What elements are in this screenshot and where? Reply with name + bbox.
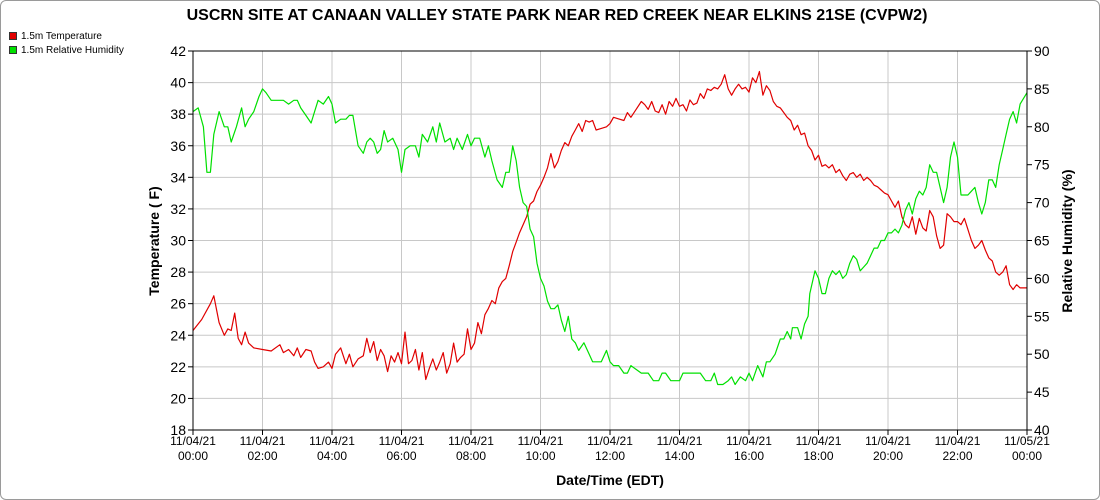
- y-left-tick-label: 18: [170, 422, 186, 438]
- x-tick-time-label: 14:00: [664, 449, 694, 463]
- x-tick-time-label: 04:00: [317, 449, 347, 463]
- y-left-tick-label: 38: [170, 106, 186, 122]
- legend-label-humidity: 1.5m Relative Humidity: [21, 44, 124, 56]
- x-tick-time-label: 10:00: [525, 449, 555, 463]
- y-right-tick-label: 50: [1034, 346, 1050, 362]
- humidity-line: [192, 88, 1028, 386]
- x-tick-date-label: 11/05/21: [1004, 434, 1050, 448]
- y-right-tick-label: 70: [1034, 195, 1050, 211]
- x-tick-date-label: 11/04/21: [518, 434, 564, 448]
- x-axis-label: Date/Time (EDT): [556, 472, 664, 488]
- y-axis-left-label: Temperature ( F): [146, 186, 162, 295]
- y-left-tick-label: 34: [170, 169, 186, 185]
- x-tick-date-label: 11/04/21: [935, 434, 981, 448]
- x-tick-time-label: 22:00: [942, 449, 972, 463]
- y-right-tick-label: 85: [1034, 81, 1050, 97]
- series-lines: [192, 70, 1028, 386]
- x-tick-time-label: 18:00: [803, 449, 833, 463]
- y-left-tick-label: 30: [170, 233, 186, 249]
- x-tick-date-label: 11/04/21: [448, 434, 494, 448]
- y-axis-right-label: Relative Humidity (%): [1059, 169, 1075, 312]
- y-left-tick-label: 36: [170, 138, 186, 154]
- x-tick-time-label: 08:00: [456, 449, 486, 463]
- x-tick-time-label: 16:00: [734, 449, 764, 463]
- axes: 18 20 22 24 26 28 30 32 34 36 38 40 42 40 45 50 55 60 65 70…: [170, 43, 1050, 463]
- x-tick-time-label: 06:00: [386, 449, 416, 463]
- legend-item-humidity: 1.5m Relative Humidity: [9, 43, 124, 57]
- x-tick-date-label: 11/04/21: [379, 434, 425, 448]
- y-right-tick-label: 40: [1034, 422, 1050, 438]
- x-tick-date-label: 11/04/21: [240, 434, 286, 448]
- chart-title: USCRN SITE AT CANAAN VALLEY STATE PARK N…: [187, 7, 928, 24]
- y-right-tick-label: 55: [1034, 308, 1050, 324]
- x-tick-time-label: 02:00: [247, 449, 277, 463]
- x-tick-date-label: 11/04/21: [865, 434, 911, 448]
- x-tick-time-label: 20:00: [873, 449, 903, 463]
- y-left-tick-label: 26: [170, 296, 186, 312]
- x-tick-date-label: 11/04/21: [657, 434, 703, 448]
- y-left-tick-label: 24: [170, 327, 186, 343]
- x-tick-time-label: 00:00: [1012, 449, 1042, 463]
- y-left-tick-label: 42: [170, 43, 186, 59]
- y-right-tick-label: 45: [1034, 384, 1050, 400]
- y-right-tick-label: 80: [1034, 119, 1050, 135]
- y-right-tick-label: 90: [1034, 43, 1050, 59]
- x-tick-date-label: 11/04/21: [796, 434, 842, 448]
- x-tick-time-label: 12:00: [595, 449, 625, 463]
- y-left-tick-label: 22: [170, 359, 186, 375]
- x-tick-date-label: 11/04/21: [309, 434, 355, 448]
- y-left-tick-label: 32: [170, 201, 186, 217]
- legend-swatch-temperature: [9, 32, 17, 40]
- grid-lines: [192, 50, 1028, 431]
- legend-item-temperature: 1.5m Temperature: [9, 29, 124, 43]
- y-left-tick-label: 20: [170, 390, 186, 406]
- chart-legend: 1.5m Temperature 1.5m Relative Humidity: [9, 29, 124, 57]
- x-tick-date-label: 11/04/21: [726, 434, 772, 448]
- y-right-tick-label: 65: [1034, 233, 1050, 249]
- y-right-tick-label: 60: [1034, 270, 1050, 286]
- temperature-line: [192, 70, 1027, 381]
- x-tick-time-label: 00:00: [178, 449, 208, 463]
- x-tick-date-label: 11/04/21: [170, 434, 216, 448]
- y-left-tick-label: 28: [170, 264, 186, 280]
- y-right-tick-label: 75: [1034, 157, 1050, 173]
- x-tick-date-label: 11/04/21: [587, 434, 633, 448]
- y-left-tick-label: 40: [170, 75, 186, 91]
- legend-swatch-humidity: [9, 46, 17, 54]
- legend-label-temperature: 1.5m Temperature: [21, 30, 102, 42]
